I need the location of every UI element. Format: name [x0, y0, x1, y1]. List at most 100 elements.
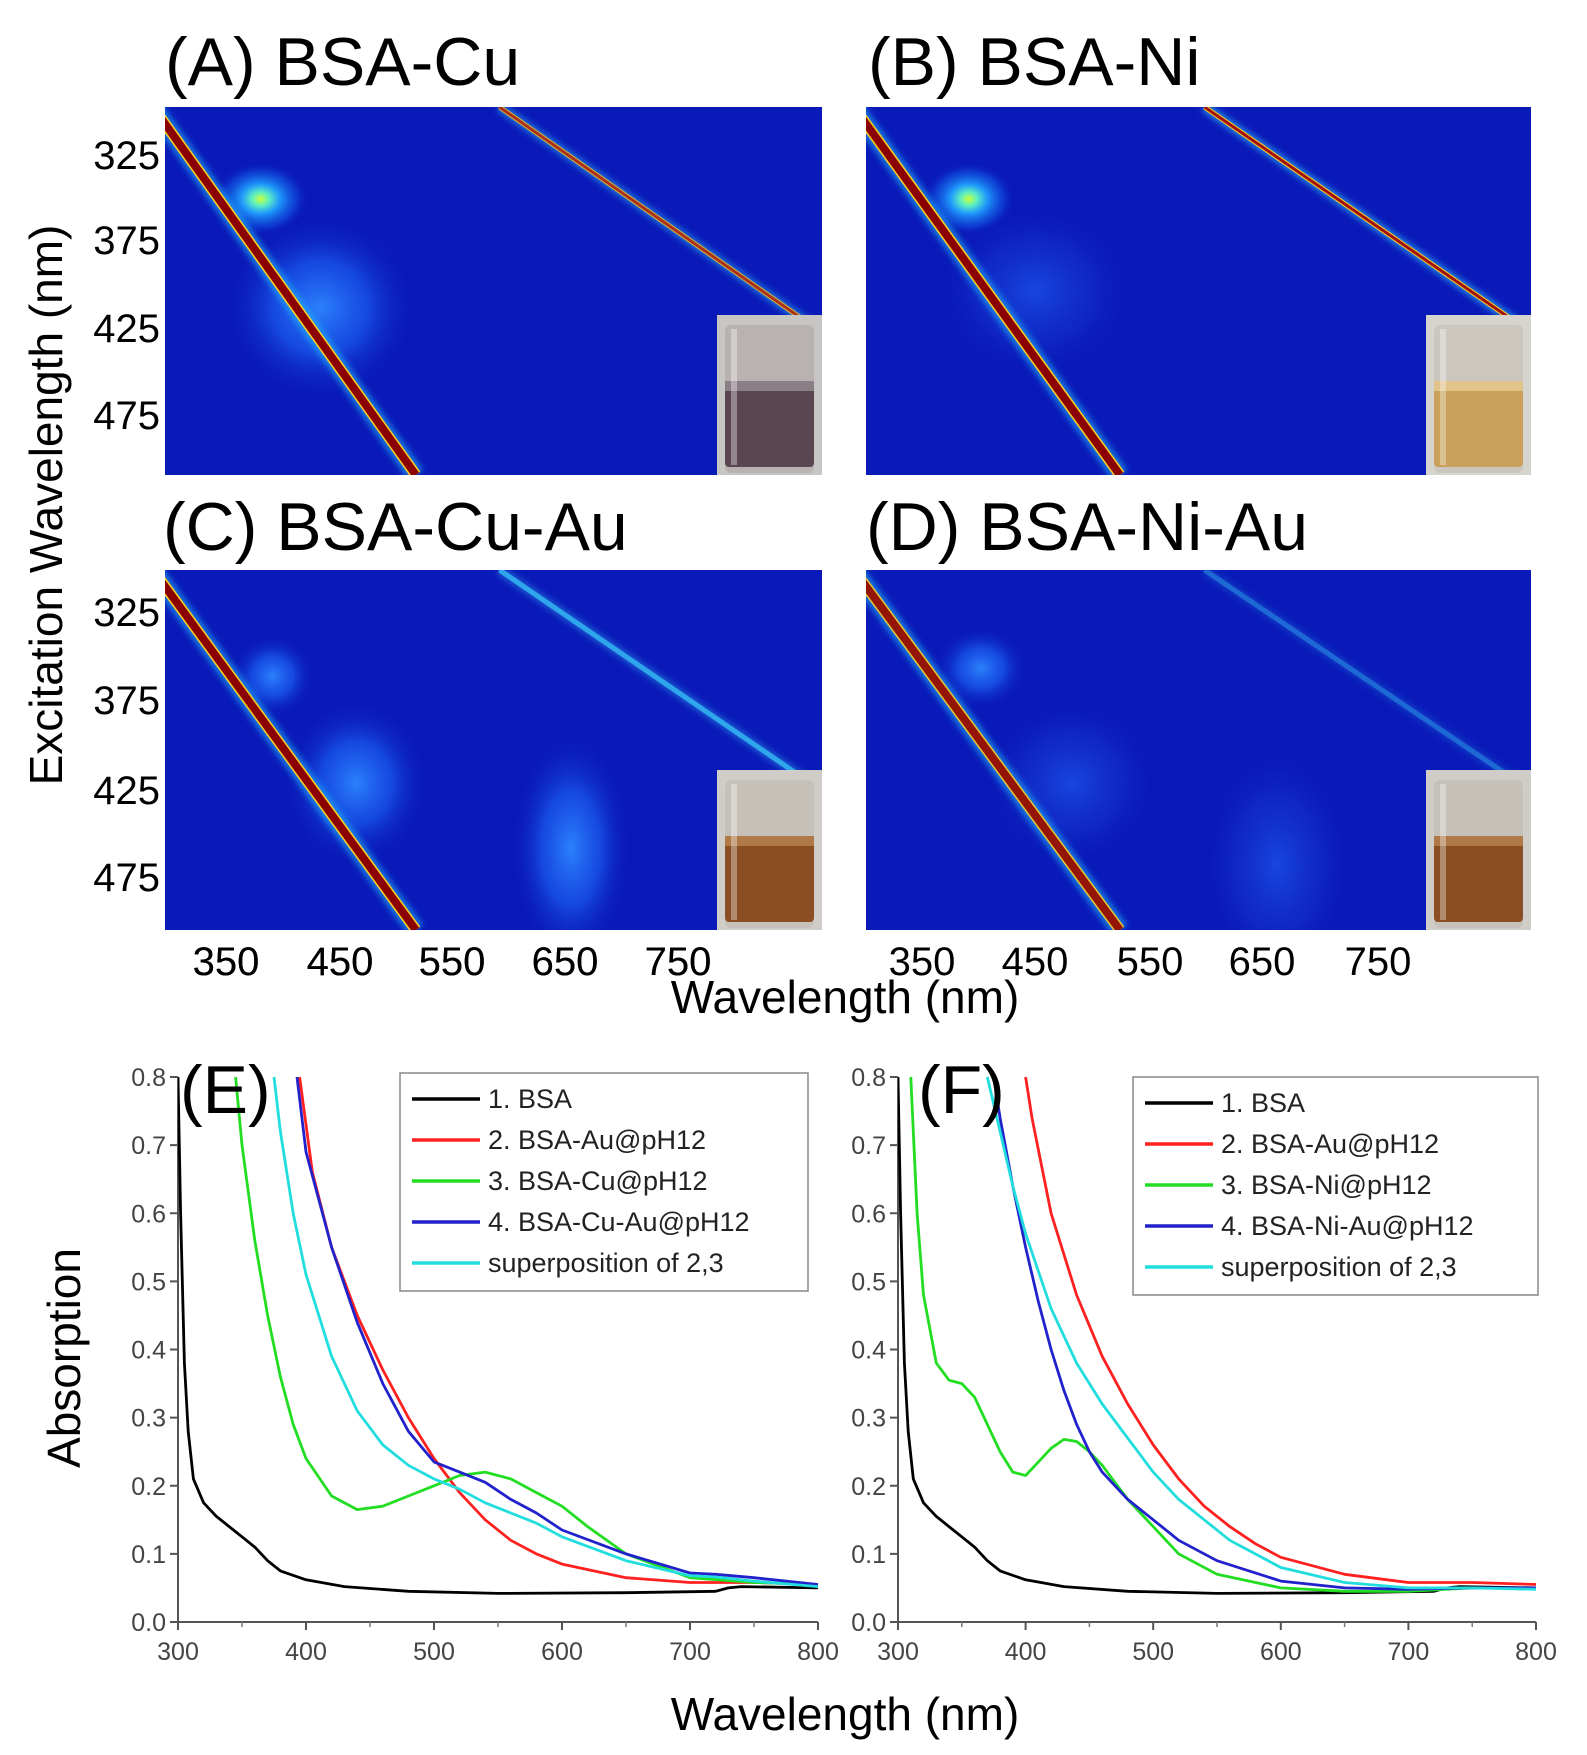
x-tick-label: 500	[1132, 1638, 1174, 1666]
series-line-5	[272, 1076, 818, 1588]
heatmap-panel-b: (B) BSA-Ni	[866, 24, 1531, 475]
second-order-scatter-line	[496, 570, 822, 797]
y-axis-title-excitation: Excitation Wavelength (nm)	[20, 225, 72, 786]
legend-label: 1. BSA	[488, 1084, 572, 1114]
legend-label: 4. BSA-Ni-Au@pH12	[1221, 1211, 1474, 1241]
heatmap-panel-a: (A) BSA-Cu 325 375 425 475 350 450 550 650 750	[93, 24, 822, 984]
axes	[170, 1076, 819, 1630]
x-tick-label: 350	[889, 940, 956, 984]
y-tick-label: 475	[93, 394, 160, 438]
heatmap-peak-2	[1204, 750, 1350, 930]
y-tick-label: 0.3	[131, 1405, 166, 1433]
series-line-1	[178, 1076, 818, 1595]
y-tick-label: 0.4	[131, 1337, 166, 1365]
y-tick-label: 0.4	[851, 1337, 886, 1365]
y-tick-label: 375	[93, 219, 160, 263]
second-order-scatter-line	[496, 107, 822, 339]
y-tick-label: 0.1	[131, 1541, 166, 1569]
x-tick-label: 650	[1229, 940, 1296, 984]
series-line-2	[298, 1076, 818, 1586]
x-tick-label: 300	[157, 1638, 199, 1666]
series-line-4	[295, 1076, 818, 1586]
x-tick-label: 700	[1388, 1638, 1430, 1666]
y-tick-label: 0.1	[851, 1541, 886, 1569]
x-tick-label: 550	[419, 940, 486, 984]
panel-b-title: (B) BSA-Ni	[868, 24, 1200, 100]
y-tick-label: 0.3	[851, 1405, 886, 1433]
heatmap-peak-1	[938, 207, 1132, 375]
heatmap-peak-2	[511, 733, 631, 930]
rayleigh-scatter-line	[165, 571, 424, 930]
legend-label: 3. BSA-Ni@pH12	[1221, 1170, 1432, 1200]
y-tick-label: 475	[93, 856, 160, 900]
series-line-3	[234, 1076, 818, 1586]
rayleigh-scatter-line	[866, 571, 1128, 930]
heatmap-peak-0	[934, 627, 1027, 710]
panel-e-title: (E)	[180, 1052, 271, 1128]
x-tick-label: 550	[419, 940, 486, 984]
y-tick-label: 325	[93, 591, 160, 635]
y-tick-label: 0.2	[851, 1473, 886, 1501]
y-tick-label: 0.0	[851, 1609, 886, 1637]
y-axis-title-absorption: Absorption	[38, 1248, 90, 1468]
y-tick-label: 375	[93, 679, 160, 723]
x-tick-label: 450	[307, 940, 374, 984]
y-tick-label: 0.7	[131, 1132, 166, 1160]
panel-a-title: (A) BSA-Cu	[165, 24, 520, 100]
heatmap-panel-d: (D) BSA-Ni-Au 350 450 550 650 750	[866, 489, 1531, 984]
series-line-4	[992, 1076, 1536, 1591]
x-tick-label: 350	[193, 940, 260, 984]
legend-label: 1. BSA	[1221, 1088, 1305, 1118]
x-tick-label: 300	[877, 1638, 919, 1666]
x-tick-label: 450	[1002, 940, 1069, 984]
y-tick-label: 0.5	[851, 1268, 886, 1296]
x-tick-label: 750	[1345, 940, 1412, 984]
x-tick-label: 400	[1005, 1638, 1047, 1666]
legend-label: 3. BSA-Cu@pH12	[488, 1166, 708, 1196]
x-tick-label: 350	[193, 940, 260, 984]
x-tick-label: 750	[645, 940, 712, 984]
x-tick-label: 600	[541, 1638, 583, 1666]
y-tick-label: 0.0	[131, 1609, 166, 1637]
y-tick-label: 0.2	[131, 1473, 166, 1501]
x-tick-label: 650	[532, 940, 599, 984]
x-tick-label: 600	[1260, 1638, 1302, 1666]
heatmap-peak-1	[284, 700, 428, 865]
legend-label: superposition of 2,3	[1221, 1252, 1457, 1282]
absorption-panel-e: 0.0 0.1 0.2 0.3 0.4 0.5 0.6 0.7 0.8 300 400 500 600 7…	[131, 1052, 839, 1666]
legend-label: superposition of 2,3	[488, 1248, 724, 1278]
x-tick-label: 650	[532, 940, 599, 984]
x-tick-label: 450	[307, 940, 374, 984]
x-tick-label: 500	[413, 1638, 455, 1666]
y-tick-label: 425	[93, 307, 160, 351]
second-order-scatter-line	[1201, 107, 1531, 339]
x-axis-title-wavelength-bottom: Wavelength (nm)	[671, 1688, 1020, 1740]
panel-d-title: (D) BSA-Ni-Au	[866, 489, 1308, 565]
series-line-5	[985, 1076, 1536, 1591]
panel-c-title: (C) BSA-Cu-Au	[163, 489, 628, 565]
legend: 1. BSA 2. BSA-Au@pH12 3. BSA-Ni@pH12 4. BSA…	[1132, 1076, 1539, 1296]
absorption-panel-f: 0.0 0.1 0.2 0.3 0.4 0.5 0.6 0.7 0.8 300 400 500 600 7…	[851, 1052, 1557, 1666]
x-tick-label: 700	[669, 1638, 711, 1666]
legend-label: 2. BSA-Au@pH12	[1221, 1129, 1439, 1159]
y-tick-label: 0.6	[131, 1200, 166, 1228]
legend-label: 2. BSA-Au@pH12	[488, 1125, 706, 1155]
legend-label: 4. BSA-Cu-Au@pH12	[488, 1207, 750, 1237]
series-line-2	[1024, 1076, 1536, 1586]
y-tick-label: 0.6	[851, 1200, 886, 1228]
x-tick-label: 750	[645, 940, 712, 984]
legend: 1. BSA 2. BSA-Au@pH12 3. BSA-Cu@pH12 4. BSA…	[399, 1072, 809, 1292]
vial-photo-inset	[1426, 315, 1531, 475]
rayleigh-scatter-line	[165, 108, 424, 475]
vial-photo-inset	[717, 315, 822, 475]
second-order-scatter-line	[1201, 570, 1531, 797]
series-line-3	[909, 1076, 1536, 1593]
y-tick-label: 425	[93, 769, 160, 813]
x-tick-label: 800	[797, 1638, 839, 1666]
y-tick-label: 0.7	[851, 1132, 886, 1160]
heatmap-peak-1	[986, 700, 1157, 865]
heatmap-panel-c: (C) BSA-Cu-Au 325 375 425 475 350 450 550 650 75…	[93, 489, 822, 984]
vial-photo-inset	[1426, 770, 1531, 930]
x-tick-label: 800	[1515, 1638, 1557, 1666]
